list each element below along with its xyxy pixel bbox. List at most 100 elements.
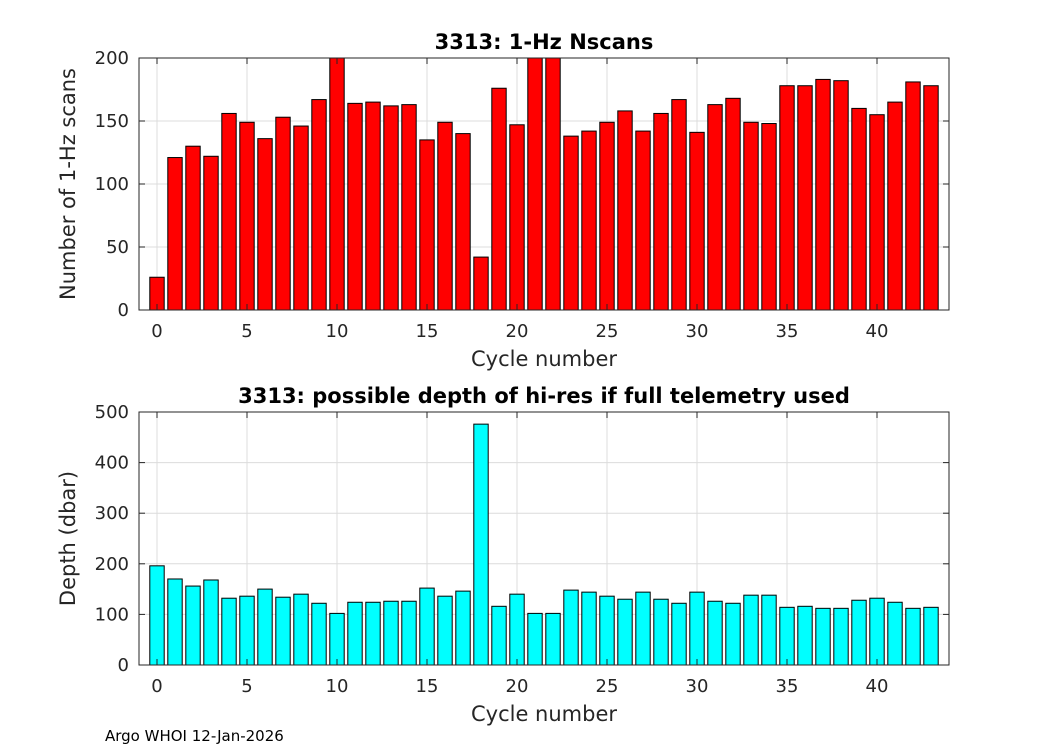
bar <box>221 112 237 311</box>
bar <box>383 600 399 666</box>
bar <box>149 565 165 666</box>
top-chart-nscans: 0 5 10 15 20 25 30 35 40 0 50 100 150 200 3313: 1-Hz N… <box>56 30 950 371</box>
x-tick-label: 25 <box>596 321 619 342</box>
bar <box>311 602 327 666</box>
bar <box>491 605 507 666</box>
bar <box>743 121 759 311</box>
bar <box>797 85 813 311</box>
y-tick-label: 100 <box>95 174 129 195</box>
y-tick-label: 0 <box>118 655 129 676</box>
bar <box>275 596 291 666</box>
bar <box>689 591 705 666</box>
bar <box>707 104 723 311</box>
bar <box>617 598 633 666</box>
bar <box>257 588 273 666</box>
bar <box>707 600 723 666</box>
x-tick-label: 20 <box>506 676 529 697</box>
bar <box>761 594 777 666</box>
bar <box>401 600 417 666</box>
y-tick-label: 0 <box>118 300 129 321</box>
x-axis-label: Cycle number <box>471 702 617 726</box>
bar <box>779 85 795 311</box>
bar <box>545 612 561 666</box>
y-tick-label: 500 <box>95 402 129 423</box>
bar <box>869 114 885 311</box>
x-tick-label: 15 <box>416 321 439 342</box>
bar <box>869 597 885 666</box>
bar <box>725 97 741 311</box>
x-tick-label: 20 <box>506 321 529 342</box>
bar <box>329 612 345 666</box>
bar <box>185 145 201 311</box>
bar <box>725 602 741 666</box>
x-tick-label: 30 <box>686 321 709 342</box>
bar <box>509 593 525 666</box>
bar <box>473 256 489 311</box>
x-tick-label: 35 <box>776 676 799 697</box>
bar <box>923 85 939 311</box>
bar <box>671 99 687 311</box>
chart-title: 3313: 1-Hz Nscans <box>435 30 654 54</box>
bar <box>653 112 669 311</box>
x-tick-label: 10 <box>326 321 349 342</box>
bar <box>221 597 237 666</box>
bar <box>635 591 651 666</box>
bar <box>167 157 183 311</box>
bar <box>923 606 939 666</box>
bar <box>383 105 399 311</box>
y-tick-label: 300 <box>95 503 129 524</box>
bar <box>761 123 777 311</box>
bar <box>887 601 903 666</box>
bar <box>419 587 435 666</box>
bar <box>815 607 831 666</box>
bar <box>365 601 381 666</box>
x-tick-label: 40 <box>866 321 889 342</box>
bar <box>779 606 795 666</box>
bar <box>527 57 543 311</box>
bar <box>887 101 903 311</box>
x-tick-label: 40 <box>866 676 889 697</box>
bar <box>851 107 867 311</box>
bar <box>293 593 309 666</box>
bar <box>833 607 849 666</box>
bar <box>905 81 921 311</box>
x-tick-label: 0 <box>151 676 162 697</box>
bar <box>365 101 381 311</box>
bar <box>689 131 705 311</box>
bar <box>239 121 255 311</box>
x-tick-label: 15 <box>416 676 439 697</box>
bar <box>203 579 219 666</box>
bar <box>527 612 543 666</box>
bar <box>491 87 507 311</box>
bar <box>671 602 687 666</box>
x-tick-label: 5 <box>241 321 252 342</box>
bar <box>293 125 309 311</box>
bar <box>851 599 867 666</box>
y-tick-label: 100 <box>95 604 129 625</box>
bar <box>455 133 471 311</box>
bar <box>167 578 183 666</box>
bar <box>203 155 219 311</box>
bar <box>599 595 615 666</box>
bar <box>743 594 759 666</box>
axes-box <box>138 411 950 666</box>
bar <box>563 589 579 666</box>
x-tick-label: 10 <box>326 676 349 697</box>
bar <box>833 80 849 311</box>
y-tick-label: 400 <box>95 453 129 474</box>
chart-title: 3313: possible depth of hi-res if full t… <box>238 384 850 408</box>
bar <box>545 57 561 311</box>
bar <box>347 102 363 311</box>
x-tick-label: 35 <box>776 321 799 342</box>
y-axis-label: Depth (dbar) <box>56 471 80 606</box>
bar <box>581 130 597 311</box>
bar <box>815 78 831 311</box>
bar <box>455 590 471 666</box>
bar <box>419 139 435 311</box>
bar <box>797 605 813 666</box>
bar <box>653 598 669 666</box>
bar <box>311 99 327 311</box>
x-axis-label: Cycle number <box>471 347 617 371</box>
